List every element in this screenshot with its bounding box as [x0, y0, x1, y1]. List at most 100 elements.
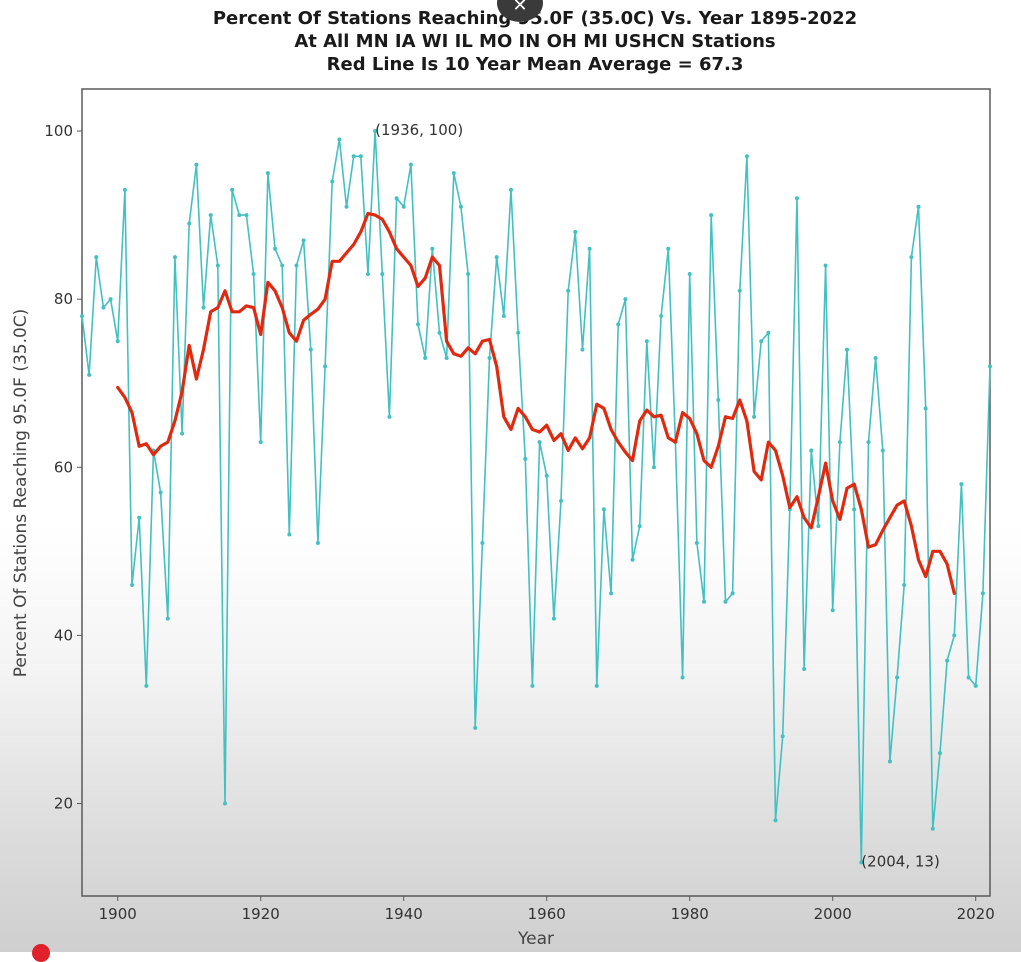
data-point [130, 582, 135, 587]
data-point [273, 246, 278, 251]
data-point [194, 162, 199, 167]
data-point [323, 364, 328, 369]
annotation-layer: (1936, 100) (2004, 13) [375, 121, 940, 870]
data-point [394, 196, 399, 201]
data-point [108, 297, 113, 302]
data-point [122, 187, 127, 192]
data-point [859, 860, 864, 865]
data-point [651, 465, 656, 470]
data-point [609, 591, 614, 596]
data-point [623, 297, 628, 302]
data-point [559, 498, 564, 503]
data-point [909, 255, 914, 260]
data-point [280, 263, 285, 268]
data-point [544, 473, 549, 478]
data-point [215, 263, 220, 268]
data-point [837, 440, 842, 445]
data-point [637, 524, 642, 529]
data-point [523, 456, 528, 461]
data-point [351, 154, 356, 159]
data-point [644, 339, 649, 344]
data-point [87, 372, 92, 377]
data-point [222, 801, 227, 806]
data-point [873, 356, 878, 360]
data-point [494, 255, 499, 260]
data-point [809, 448, 814, 453]
data-point [694, 540, 699, 545]
data-point [594, 683, 599, 688]
data-point [945, 658, 950, 663]
data-point [251, 271, 256, 276]
x-tick-label: 1940 [385, 905, 423, 923]
y-tick-label: 100 [44, 122, 73, 140]
data-point [845, 347, 850, 352]
x-tick-label: 1920 [242, 905, 280, 923]
data-point [180, 431, 185, 436]
data-point [287, 532, 292, 537]
data-point [852, 507, 857, 512]
data-point [737, 288, 742, 293]
data-point [315, 540, 320, 545]
data-point [759, 339, 764, 344]
data-point [437, 330, 442, 335]
x-tick-label: 2000 [814, 905, 852, 923]
data-point [702, 599, 707, 604]
y-tick-label: 20 [54, 795, 73, 813]
data-point [752, 414, 757, 419]
data-point [344, 204, 349, 209]
x-axis-label: Year [517, 929, 554, 949]
data-point [530, 683, 535, 688]
data-point [880, 448, 885, 453]
data-point [709, 213, 714, 218]
data-point [959, 482, 964, 487]
series-layer [80, 129, 992, 865]
y-tick-label: 80 [54, 290, 73, 308]
data-point [473, 725, 478, 730]
data-point [458, 204, 463, 209]
title-line-2: At All MN IA WI IL MO IN OH MI USHCN Sta… [294, 31, 775, 52]
data-point [659, 313, 664, 318]
annotation-label: (1936, 100) [375, 121, 463, 139]
data-point [337, 137, 342, 142]
annotation-label: (2004, 13) [861, 852, 940, 870]
data-point [508, 187, 513, 192]
data-point [744, 154, 749, 159]
x-tick-label: 1900 [99, 905, 137, 923]
data-point [666, 246, 671, 251]
data-point [244, 213, 249, 218]
data-point [201, 305, 206, 310]
data-point [330, 179, 335, 184]
data-point [115, 339, 120, 344]
data-point [616, 322, 621, 327]
close-icon[interactable]: ✕ [497, 0, 543, 22]
data-point [916, 204, 921, 209]
data-point [380, 271, 385, 276]
data-point [101, 305, 106, 310]
plot-area [81, 88, 991, 897]
data-point [294, 263, 299, 268]
data-point [973, 683, 978, 688]
data-point [580, 347, 585, 352]
data-point [587, 246, 592, 251]
x-tick-label: 1960 [528, 905, 566, 923]
data-point [680, 675, 685, 680]
data-point [930, 826, 935, 831]
data-point [823, 263, 828, 268]
data-point [387, 414, 392, 419]
data-point [895, 675, 900, 680]
mean-line [116, 211, 956, 596]
data-point [487, 356, 492, 360]
data-point [301, 238, 306, 243]
data-point [358, 154, 363, 159]
y-tick-label: 60 [54, 458, 73, 476]
station-percent-line [81, 130, 991, 864]
data-point [466, 271, 471, 276]
data-point [423, 356, 428, 360]
title-line-1: Percent Of Stations Reaching 95.0F (35.0… [213, 8, 857, 29]
data-point [630, 557, 635, 562]
record-indicator-icon [32, 944, 50, 962]
data-point [952, 633, 957, 638]
data-point [480, 540, 485, 545]
data-point [537, 440, 542, 445]
x-tick-label: 2020 [957, 905, 995, 923]
